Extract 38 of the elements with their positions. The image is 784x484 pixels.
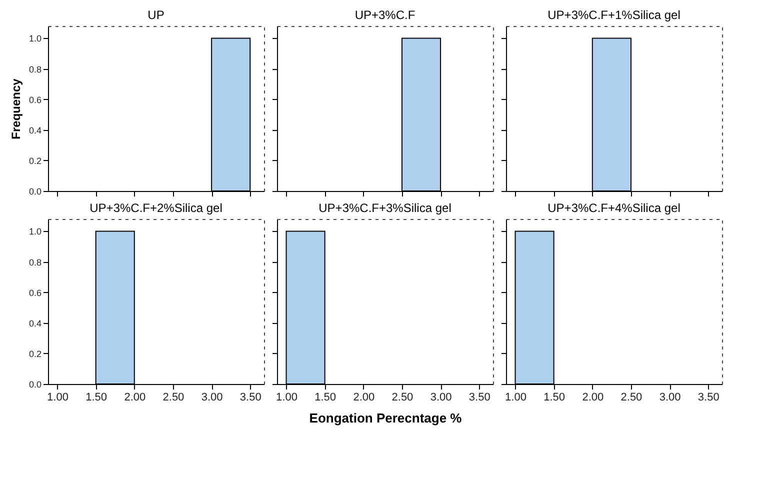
chart-title: UP+3%C.F	[354, 8, 416, 22]
y-tick-label: 0.0	[28, 186, 42, 196]
y-axis-title: Frequency	[8, 78, 23, 140]
y-tick-label: 0.4	[28, 318, 42, 328]
x-tick-label: 2.50	[162, 392, 184, 404]
x-tick-label: 1.00	[276, 392, 298, 404]
x-tick-label: 3.50	[240, 392, 262, 404]
x-tick-label: 3.50	[698, 392, 720, 404]
y-tick-label: 0.2	[28, 156, 42, 166]
y-tick-label: 1.0	[28, 34, 42, 44]
y-tick-label: 0.6	[28, 94, 42, 105]
x-tick-label: 2.50	[620, 392, 642, 404]
chart-title: UP+3%C.F+3%Silica gel	[318, 201, 452, 215]
x-tick-label: 1.50	[544, 392, 566, 404]
x-tick-label: 2.00	[582, 392, 604, 404]
x-tick-label: 2.00	[353, 392, 375, 404]
x-tick-label: 1.00	[505, 392, 526, 404]
x-tick-label: 2.50	[392, 392, 414, 404]
x-tick-label: 3.50	[468, 392, 490, 404]
x-tick-label: 1.50	[86, 392, 108, 404]
chart-title: UP+3%C.F+2%Silica gel	[90, 201, 222, 215]
chart-title: UP	[148, 8, 164, 22]
y-tick-label: 1.0	[28, 226, 42, 237]
y-tick-label: 0.8	[28, 257, 42, 268]
x-tick-label: 3.00	[659, 392, 681, 404]
x-tick-label: 2.00	[124, 392, 146, 404]
x-tick-label: 3.00	[430, 392, 452, 404]
y-tick-label: 0.0	[28, 380, 42, 390]
y-tick-label: 0.4	[28, 125, 42, 136]
x-tick-label: 1.00	[47, 392, 68, 404]
y-tick-label: 0.2	[28, 348, 42, 359]
chart-title: UP+3%C.F+4%Silica gel	[548, 201, 680, 215]
x-tick-label: 3.00	[201, 392, 223, 404]
x-axis-title: Eongation Perecntage %	[309, 410, 462, 426]
y-tick-label: 0.8	[28, 64, 42, 74]
chart-title: UP+3%C.F+1%Silica gel	[548, 8, 680, 22]
y-tick-label: 0.6	[28, 288, 42, 298]
x-tick-label: 1.50	[314, 392, 336, 404]
